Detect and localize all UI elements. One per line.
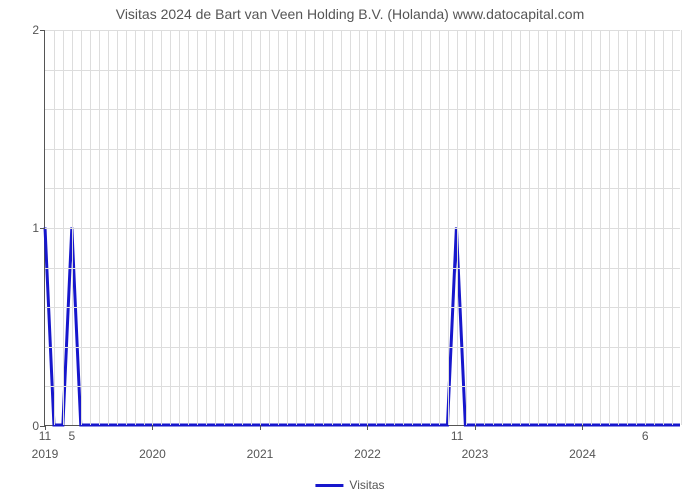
gridline-vertical: [600, 30, 601, 425]
gridline-vertical: [574, 30, 575, 425]
gridline-vertical: [63, 30, 64, 425]
gridline-vertical: [457, 30, 458, 425]
gridline-vertical: [376, 30, 377, 425]
gridline-vertical: [287, 30, 288, 425]
gridline-vertical: [314, 30, 315, 425]
gridline-horizontal-minor: [45, 307, 680, 308]
gridline-vertical: [430, 30, 431, 425]
gridline-vertical: [547, 30, 548, 425]
gridline-vertical: [242, 30, 243, 425]
gridline-vertical: [135, 30, 136, 425]
x-tick-label: 2020: [139, 425, 166, 461]
x-tick-label: 2024: [569, 425, 596, 461]
gridline-vertical: [538, 30, 539, 425]
gridline-vertical: [672, 30, 673, 425]
gridline-vertical: [197, 30, 198, 425]
y-tick-label: 2: [32, 23, 45, 37]
legend: Visitas: [315, 478, 384, 492]
data-point-label: 6: [642, 425, 649, 443]
gridline-vertical: [681, 30, 682, 425]
gridline-vertical: [108, 30, 109, 425]
gridline-vertical: [502, 30, 503, 425]
y-tick-label: 1: [32, 221, 45, 235]
gridline-vertical: [215, 30, 216, 425]
gridline-vertical: [359, 30, 360, 425]
gridline-vertical: [609, 30, 610, 425]
gridline-horizontal-minor: [45, 109, 680, 110]
gridline-vertical: [269, 30, 270, 425]
gridline-vertical: [448, 30, 449, 425]
gridline-vertical: [493, 30, 494, 425]
gridline-vertical: [188, 30, 189, 425]
gridline-horizontal-minor: [45, 188, 680, 189]
gridline-vertical: [206, 30, 207, 425]
gridline-vertical: [511, 30, 512, 425]
gridline-vertical: [591, 30, 592, 425]
gridline-horizontal: [45, 30, 680, 31]
legend-label: Visitas: [349, 478, 384, 492]
gridline-vertical: [305, 30, 306, 425]
gridline-vertical: [529, 30, 530, 425]
gridline-vertical: [412, 30, 413, 425]
gridline-vertical: [484, 30, 485, 425]
gridline-vertical: [99, 30, 100, 425]
gridline-horizontal-minor: [45, 149, 680, 150]
gridline-vertical: [439, 30, 440, 425]
chart-title: Visitas 2024 de Bart van Veen Holding B.…: [0, 0, 700, 22]
gridline-vertical: [260, 30, 261, 425]
data-point-label: 11: [39, 425, 51, 443]
gridline-vertical: [654, 30, 655, 425]
gridline-vertical: [72, 30, 73, 425]
x-tick-label: 2023: [462, 425, 489, 461]
gridline-vertical: [81, 30, 82, 425]
gridline-vertical: [341, 30, 342, 425]
gridline-vertical: [350, 30, 351, 425]
gridline-horizontal: [45, 228, 680, 229]
x-tick-label: 2022: [354, 425, 381, 461]
gridline-vertical: [618, 30, 619, 425]
gridline-vertical: [394, 30, 395, 425]
gridline-vertical: [126, 30, 127, 425]
gridline-horizontal-minor: [45, 347, 680, 348]
gridline-vertical: [117, 30, 118, 425]
gridline-vertical: [403, 30, 404, 425]
gridline-vertical: [475, 30, 476, 425]
plot-area: 012201920202021202220232024115116: [44, 30, 680, 426]
gridline-vertical: [556, 30, 557, 425]
gridline-vertical: [323, 30, 324, 425]
gridline-vertical: [278, 30, 279, 425]
gridline-vertical: [90, 30, 91, 425]
gridline-vertical: [233, 30, 234, 425]
gridline-vertical: [54, 30, 55, 425]
gridline-vertical: [179, 30, 180, 425]
gridline-vertical: [663, 30, 664, 425]
gridline-vertical: [152, 30, 153, 425]
gridline-horizontal-minor: [45, 268, 680, 269]
gridline-vertical: [224, 30, 225, 425]
gridline-horizontal-minor: [45, 70, 680, 71]
gridline-vertical: [627, 30, 628, 425]
gridline-vertical: [520, 30, 521, 425]
gridline-vertical: [161, 30, 162, 425]
gridline-vertical: [385, 30, 386, 425]
gridline-vertical: [582, 30, 583, 425]
gridline-vertical: [251, 30, 252, 425]
gridline-vertical: [645, 30, 646, 425]
data-point-label: 11: [451, 425, 463, 443]
gridline-vertical: [296, 30, 297, 425]
data-point-label: 5: [69, 425, 76, 443]
x-tick-label: 2021: [247, 425, 274, 461]
gridline-vertical: [466, 30, 467, 425]
gridline-vertical: [636, 30, 637, 425]
gridline-vertical: [367, 30, 368, 425]
gridline-horizontal-minor: [45, 386, 680, 387]
legend-swatch: [315, 484, 343, 487]
gridline-vertical: [332, 30, 333, 425]
gridline-vertical: [170, 30, 171, 425]
gridline-vertical: [144, 30, 145, 425]
gridline-vertical: [565, 30, 566, 425]
gridline-vertical: [421, 30, 422, 425]
chart-container: Visitas 2024 de Bart van Veen Holding B.…: [0, 0, 700, 500]
